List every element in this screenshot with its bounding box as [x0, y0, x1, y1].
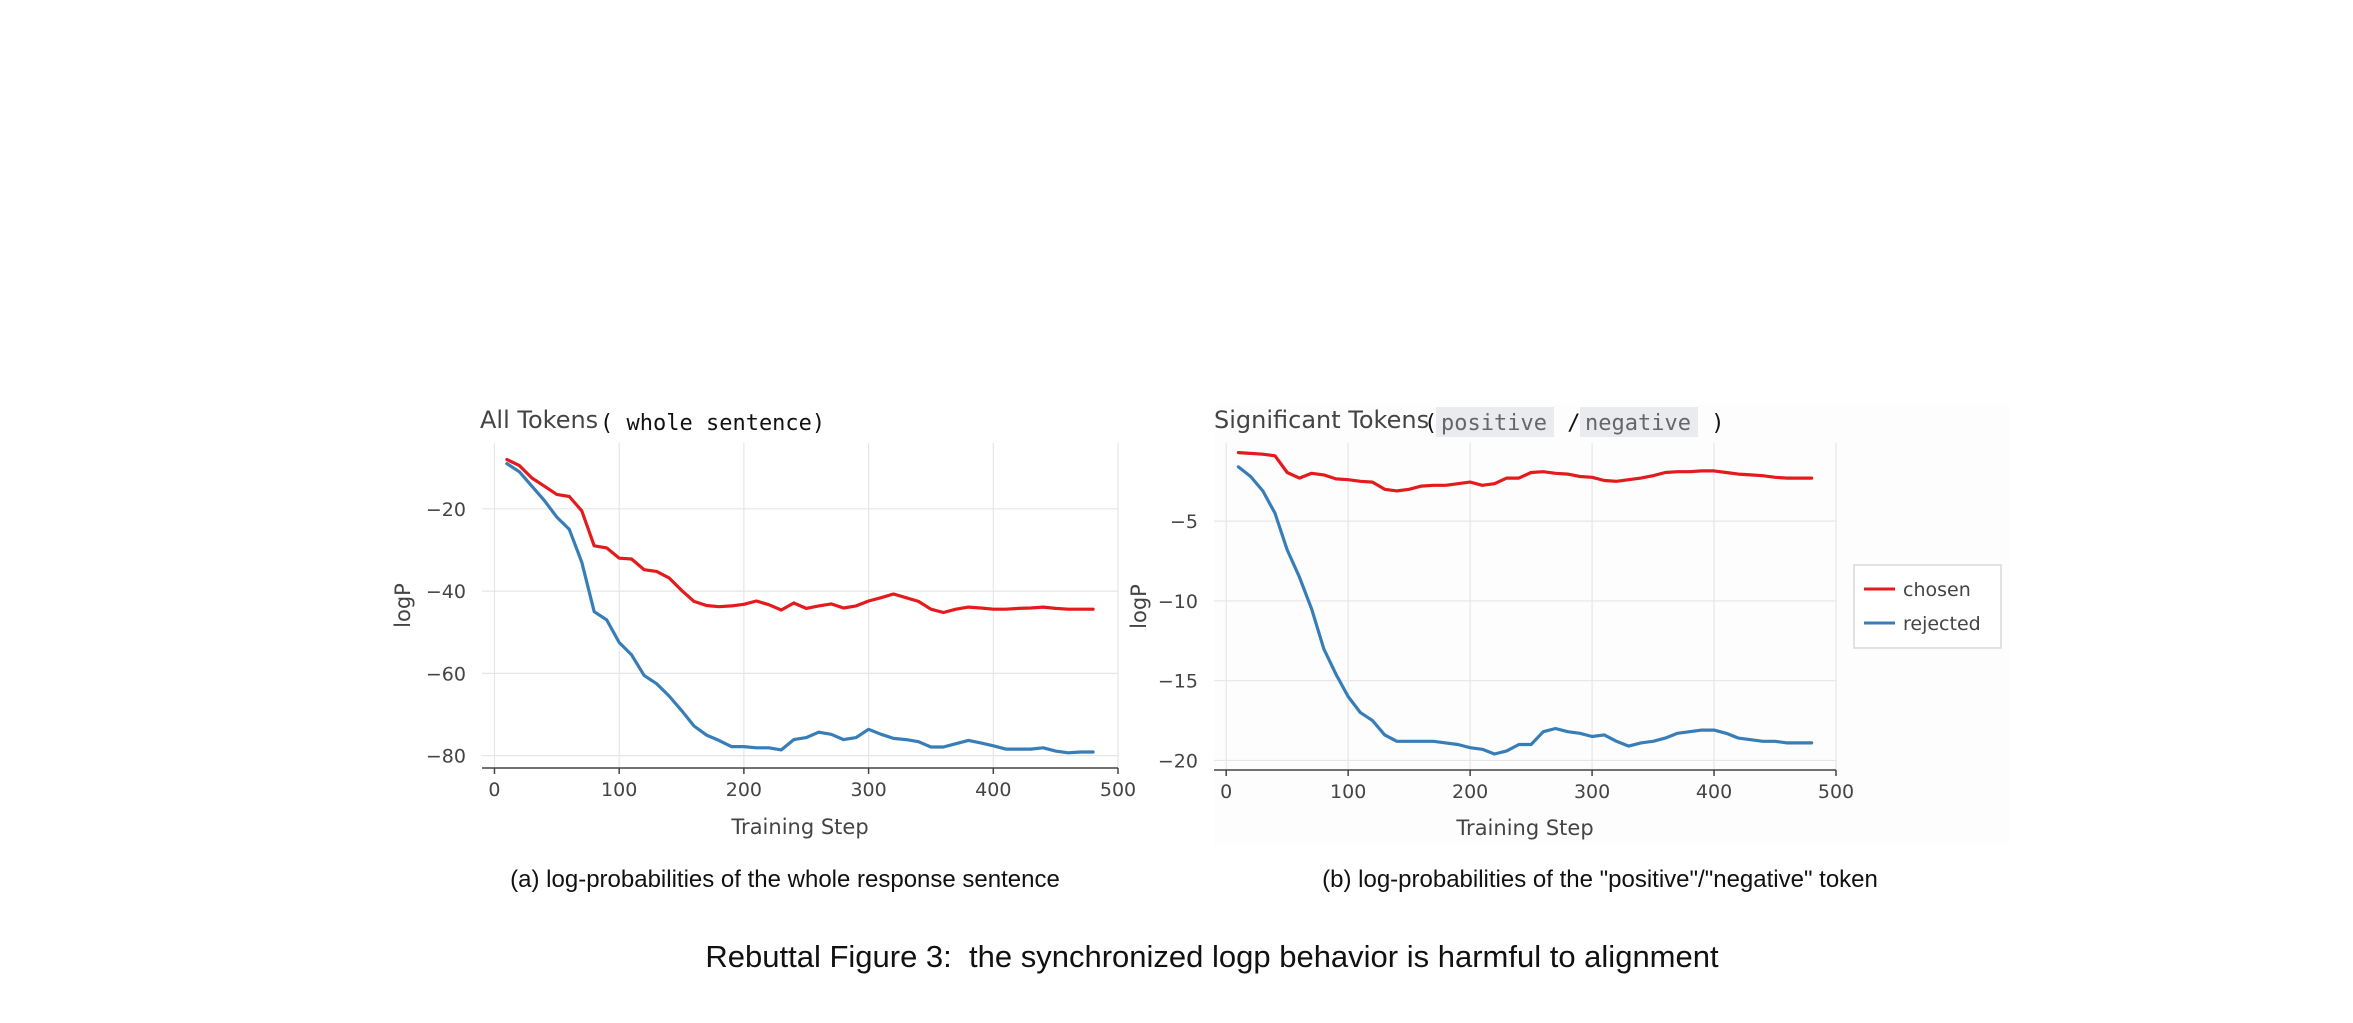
chart-a-y-axis-label: logP: [391, 583, 415, 628]
chart-b: Significant Tokens ( positive / negative…: [1127, 405, 2009, 893]
chart-a-xtick-label-4: 400: [975, 779, 1011, 801]
chart-b-xtick-label-5: 500: [1818, 781, 1854, 803]
chart-b-title-paren-open: (: [1424, 411, 1437, 436]
chart-a-xtick-label-5: 500: [1100, 779, 1136, 801]
chart-a-xtick-label-1: 100: [601, 779, 637, 801]
chart-b-xtick-label-1: 100: [1330, 781, 1366, 803]
chart-a-series-chosen-line: [505, 457, 1095, 615]
chart-b-title-tag2-bg: [1580, 407, 1698, 437]
chart-b-series-chosen-line: [1236, 451, 1814, 493]
chart-b-xtick-label-2: 200: [1452, 781, 1488, 803]
chart-b-title-tag1-bg: [1436, 407, 1554, 437]
chart-b-legend: chosen rejected: [1853, 564, 2002, 649]
legend-label-chosen: chosen: [1903, 579, 1971, 601]
chart-a-title: All Tokens: [480, 406, 598, 434]
chart-b-y-axis-label: logP: [1127, 584, 1151, 629]
chart-b-title-tag1: positive: [1441, 411, 1547, 436]
chart-a-caption: (a) log-probabilities of the whole respo…: [510, 866, 1060, 893]
chart-a-xtick-label-2: 200: [726, 779, 762, 801]
chart-b-xtick-label-3: 300: [1574, 781, 1610, 803]
chart-b-ytick-label-2: −15: [1158, 671, 1198, 693]
chart-a-ytick-label-3: −80: [426, 746, 466, 768]
chart-b-ytick-label-0: −5: [1170, 511, 1198, 533]
chart-a-series-rejected-line: [505, 462, 1095, 755]
chart-a-xtick-label-3: 300: [850, 779, 886, 801]
chart-a: All Tokens ( whole sentence) 0 100 200 300 4…: [391, 406, 1136, 893]
chart-b-series-rejected-line: [1236, 465, 1814, 756]
chart-b-xtick-label-0: 0: [1220, 781, 1232, 803]
chart-a-plot: 0 100 200 300 400 500 −20 −40 −60 −80 Training Ste…: [391, 443, 1136, 839]
chart-b-xtick-label-4: 400: [1696, 781, 1732, 803]
figure-title: Rebuttal Figure 3: the synchronized logp…: [705, 939, 1719, 974]
chart-b-title: Significant Tokens: [1214, 406, 1429, 434]
chart-a-ytick-label-0: −20: [426, 499, 466, 521]
chart-b-ytick-label-1: −10: [1158, 591, 1198, 613]
chart-b-plot: 0 100 200 300 400 500 −5 −10 −15 −20 Training Step…: [1127, 443, 1854, 840]
chart-b-caption: (b) log-probabilities of the "positive"/…: [1322, 866, 1878, 893]
chart-b-x-axis-label: Training Step: [1455, 816, 1593, 840]
chart-b-title-paren-close: ): [1698, 411, 1725, 436]
chart-a-ytick-label-1: −40: [426, 581, 466, 603]
chart-a-x-axis-label: Training Step: [730, 815, 868, 839]
legend-box: [1853, 564, 2002, 649]
chart-a-ytick-label-2: −60: [426, 663, 466, 685]
chart-a-title-mono: ( whole sentence): [600, 411, 825, 436]
chart-b-ytick-label-3: −20: [1158, 750, 1198, 772]
chart-a-xtick-label-0: 0: [488, 779, 500, 801]
chart-b-title-tag2: negative: [1585, 411, 1691, 436]
legend-label-rejected: rejected: [1903, 613, 1981, 635]
